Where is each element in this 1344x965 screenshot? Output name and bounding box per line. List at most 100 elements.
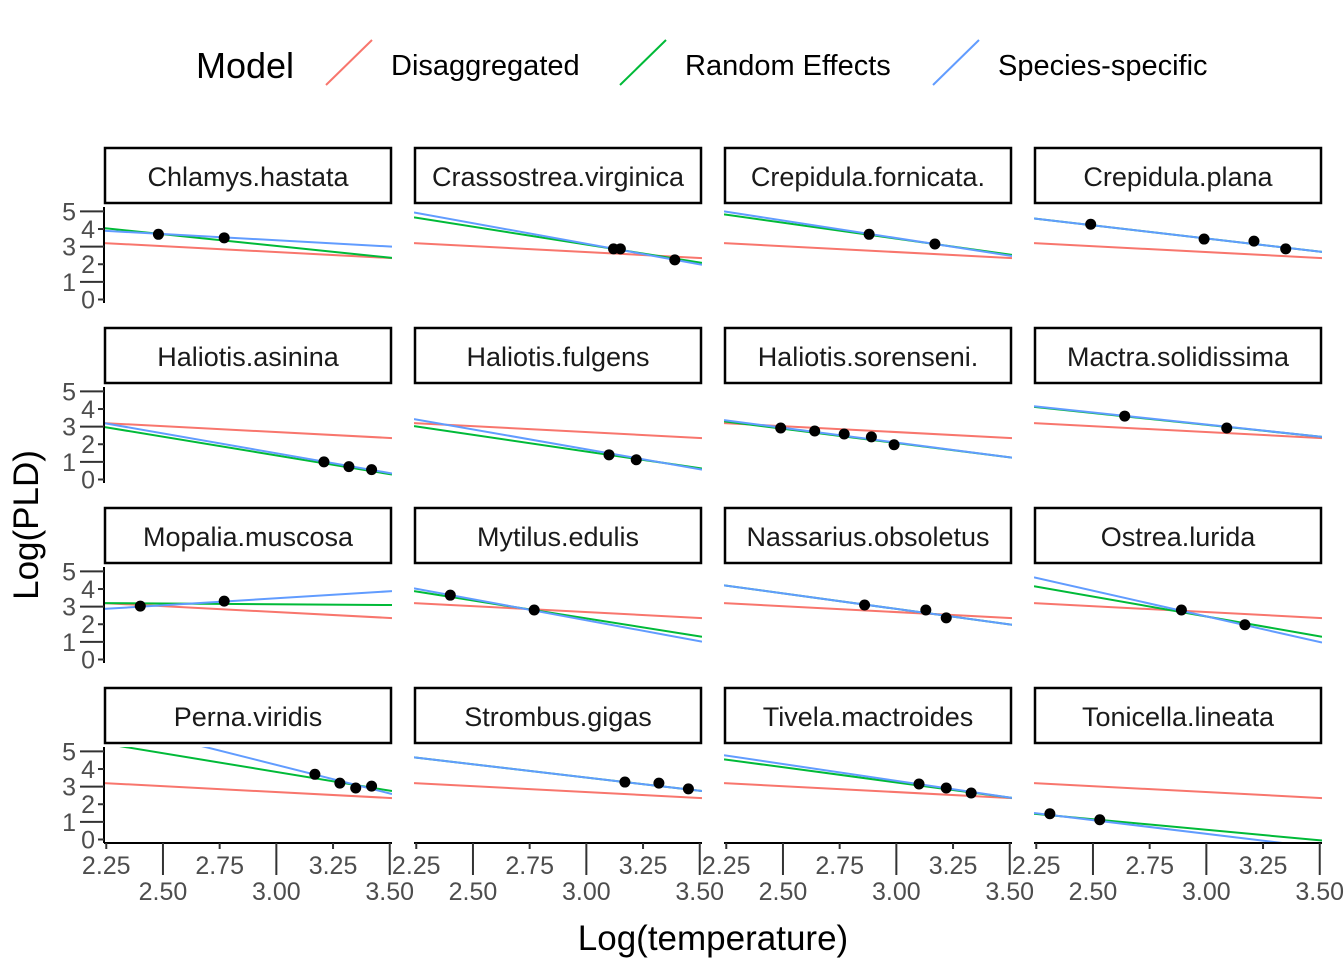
facet-panel: Crassostrea.virginica [413,146,703,266]
data-point [218,232,230,244]
data-point [343,461,355,473]
facet-strip-label: Haliotis.asinina [157,342,340,372]
facet-strip [413,326,703,385]
line-disaggregated [104,782,392,800]
data-point [218,595,230,607]
panel-plot-area [1034,405,1322,440]
data-point [1280,243,1292,255]
data-point [1044,808,1056,820]
x-tick-label: 3.00 [1182,878,1231,906]
facet-strip [413,146,703,205]
line-disaggregated [724,602,1012,620]
panel-plot-area [1034,217,1322,260]
panel-plot-area [414,211,702,266]
facet-strip-label: Haliotis.fulgens [466,342,649,372]
y-tick-label: 3 [62,414,76,442]
data-point [619,776,631,788]
panel-plot-area [724,419,1012,459]
y-tick-label: 1 [62,449,76,477]
line-species-specific [414,587,702,643]
y-tick-label: 0 [81,826,95,854]
panel-plot-area [104,590,392,620]
x-tick-label: 2.25 [702,852,751,880]
facet-strip [1033,686,1323,745]
y-tick-label: 0 [81,286,95,314]
x-tick-label: 3.50 [985,878,1034,906]
line-disaggregated [414,782,702,800]
y-tick-label: 2 [81,431,95,459]
x-tick-label: 3.25 [619,852,668,880]
facet-strip-label: Strombus.gigas [464,702,652,732]
data-point [888,439,900,451]
facet-strip-label: Mopalia.muscosa [143,522,354,552]
facet-panel: Haliotis.sorenseni. [723,326,1013,459]
line-disaggregated [104,242,392,260]
line-disaggregated [104,422,392,440]
facet-panel: Haliotis.fulgens [413,326,703,471]
facet-strip [103,506,393,565]
panel-plot-area [414,756,702,800]
facet-panel: Mytilus.edulis [413,506,703,643]
facet-strip-label: Nassarius.obsoletus [746,522,989,552]
facet-panel: Nassarius.obsoletus [723,506,1013,626]
y-tick-label: 4 [81,756,95,784]
x-tick-label: 3.00 [562,878,611,906]
line-species-specific [724,754,1012,799]
facet-panel: Ostrea.lurida [1033,506,1323,644]
panel-plot-area [104,227,392,260]
legend-label: Disaggregated [391,50,580,82]
panel-plot-area [104,747,392,800]
panel-plot-area [724,210,1012,260]
facet-strip-label: Tivela.mactroides [763,702,974,732]
data-point [940,782,952,794]
facet-panel: Strombus.gigas 2.25 2.502.75 3.00 3.253.50 [392,686,724,906]
x-tick-label: 3.00 [252,878,301,906]
data-point [775,422,787,434]
panel-plot-area [104,422,392,476]
data-point [669,254,681,266]
facet-strip [1033,326,1323,385]
legend-label: Species-specific [998,50,1208,82]
x-tick-label: 2.50 [449,878,498,906]
line-species-specific [104,590,392,610]
x-tick-label: 3.25 [929,852,978,880]
y-tick-label: 5 [62,558,76,586]
data-point [309,768,321,780]
data-point [865,431,877,443]
x-tick-label: 3.50 [365,878,414,906]
data-point [318,456,330,468]
facet-strip [103,146,393,205]
facet-strip [413,686,703,745]
y-tick-label: 1 [62,269,76,297]
data-point [965,787,977,799]
data-point [1119,410,1131,422]
x-tick-label: 2.50 [759,878,808,906]
line-species-specific [414,211,702,266]
data-point [1094,814,1106,826]
facet-strip-label: Chlamys.hastata [147,162,349,192]
x-tick-label: 2.75 [195,852,244,880]
facet-panel: Tivela.mactroides 2.25 2.502.75 3.00 3.253.5… [702,686,1034,906]
line-species-specific [104,229,392,248]
data-point [366,780,378,792]
facet-panel: Crepidula.plana [1033,146,1323,260]
y-tick-label: 4 [81,576,95,604]
line-disaggregated [724,782,1012,800]
data-point [920,604,932,616]
line-disaggregated [1034,782,1322,800]
data-point [528,604,540,616]
facet-strip-label: Ostrea.lurida [1101,522,1257,552]
x-tick-label: 2.75 [1125,852,1174,880]
x-tick-label: 2.25 [82,852,131,880]
y-tick-label: 0 [81,466,95,494]
facet-strip-label: Crassostrea.virginica [432,162,685,192]
line-disaggregated [1034,422,1322,440]
data-point [929,238,941,250]
facet-panel: Mactra.solidissima [1033,326,1323,440]
line-disaggregated [1034,242,1322,260]
facet-strip-label: Haliotis.sorenseni. [758,342,979,372]
facet-strip [723,506,1013,565]
x-tick-label: 2.25 [392,852,441,880]
